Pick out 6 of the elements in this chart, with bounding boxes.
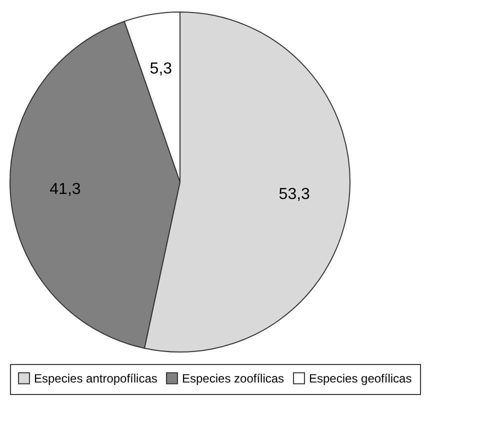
data-label: 53,3 [278,186,310,204]
legend-label: Especies geofílicas [309,371,412,386]
legend-label: Especies zoofílicas [182,371,284,386]
data-label: 41,3 [50,181,81,198]
data-label: 5,3 [150,60,172,78]
legend-label: Especies antropofílicas [34,371,158,386]
